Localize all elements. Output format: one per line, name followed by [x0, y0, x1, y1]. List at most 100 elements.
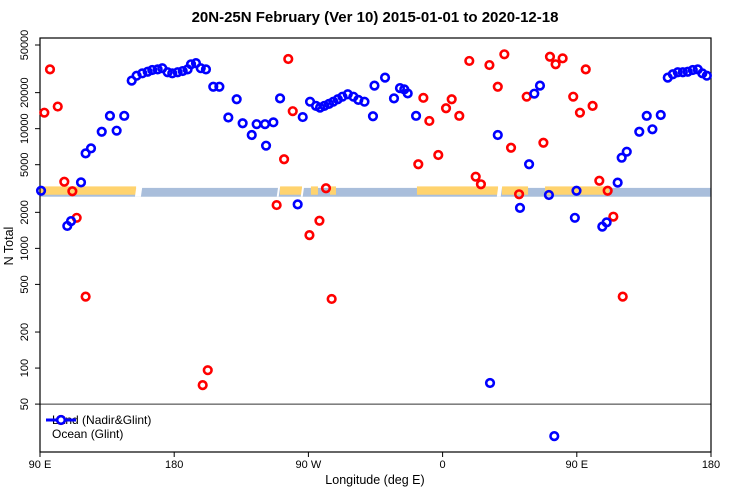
point-land [446, 94, 457, 105]
point-ocean [185, 59, 197, 70]
point-ocean [96, 126, 107, 137]
point-ocean [616, 152, 627, 163]
point-ocean [534, 80, 546, 91]
point-land [59, 176, 70, 187]
band-orange-segment [416, 186, 499, 195]
point-ocean [195, 63, 206, 74]
point-ocean [167, 68, 178, 79]
point-ocean [388, 93, 400, 104]
point-ocean [35, 185, 47, 196]
point-land [538, 137, 549, 148]
point-ocean [369, 80, 380, 91]
legend-marker-ocean-icon [46, 414, 76, 426]
point-ocean [75, 177, 87, 188]
y-tick-label: 20000 [19, 77, 31, 108]
legend-label-ocean: Ocean (Glint) [52, 427, 124, 441]
band-gap [300, 185, 305, 197]
point-land [475, 179, 487, 190]
point-ocean [492, 129, 503, 141]
point-ocean [549, 431, 560, 442]
point-land [608, 211, 619, 222]
point-ocean [260, 140, 272, 151]
point-ocean [200, 64, 212, 75]
point-land [314, 215, 325, 226]
point-land [326, 293, 337, 305]
y-tick-label: 100 [19, 359, 31, 377]
point-land [550, 59, 561, 70]
point-ocean [172, 67, 183, 78]
point-ocean [65, 215, 77, 227]
point-land [557, 53, 568, 64]
point-land [271, 199, 282, 211]
point-ocean [655, 109, 666, 121]
band-orange-segment [40, 186, 137, 195]
point-land [568, 91, 579, 102]
point-land [544, 51, 556, 62]
point-land [617, 291, 628, 302]
point-ocean [359, 96, 370, 107]
point-ocean [177, 65, 188, 77]
point-land [197, 380, 208, 391]
point-ocean [682, 66, 693, 77]
point-ocean [246, 129, 257, 141]
legend-label-land: Land (Nadir&Glint) [52, 413, 152, 427]
y-tick-label: 5000 [19, 152, 31, 176]
y-tick-label: 10000 [19, 113, 31, 144]
point-ocean [701, 70, 712, 81]
point-ocean [612, 177, 623, 188]
point-ocean [208, 81, 219, 92]
point-ocean [634, 126, 645, 137]
band-base [40, 187, 711, 197]
point-ocean [484, 377, 496, 389]
point-land [499, 49, 510, 60]
point-ocean [529, 88, 540, 99]
point-ocean [410, 110, 422, 121]
point-land [67, 186, 78, 197]
point-land [470, 171, 481, 182]
point-land [44, 64, 56, 75]
point-land [587, 100, 598, 111]
point-land [464, 55, 475, 67]
band-gap [496, 185, 503, 197]
band-orange-segment [501, 186, 529, 195]
x-tick-label: 90 E [565, 459, 588, 471]
point-land [440, 103, 452, 114]
point-ocean [214, 81, 225, 92]
point-ocean [297, 111, 308, 123]
point-ocean [514, 202, 526, 213]
legend-entry-ocean: Ocean (Glint) [44, 414, 151, 441]
point-land [484, 59, 495, 71]
point-ocean [621, 146, 632, 157]
point-land [492, 81, 503, 92]
point-land [580, 64, 591, 75]
point-ocean [237, 118, 248, 129]
x-tick-label: 90 E [29, 459, 52, 471]
point-land [304, 230, 315, 241]
point-ocean [641, 110, 652, 121]
y-tick-label: 500 [19, 275, 31, 293]
point-ocean [268, 117, 279, 128]
point-land [454, 110, 465, 121]
point-ocean [223, 112, 234, 123]
point-ocean [367, 111, 379, 122]
point-ocean [402, 88, 413, 99]
point-land [413, 159, 424, 170]
x-tick-label: 180 [702, 459, 720, 471]
point-land [287, 106, 298, 117]
plot-box [39, 37, 712, 453]
point-land [513, 189, 525, 200]
point-ocean [647, 124, 658, 135]
point-ocean [231, 94, 242, 105]
y-tick-label: 50 [19, 398, 31, 410]
point-ocean [119, 110, 130, 121]
y-tick-label: 50000 [19, 30, 31, 61]
band-orange-segment [330, 186, 336, 195]
point-ocean [162, 67, 173, 78]
band-orange-segment [545, 186, 610, 195]
band-gap [276, 185, 281, 197]
point-land [424, 115, 435, 127]
point-ocean [147, 64, 158, 76]
point-ocean [571, 185, 582, 196]
point-ocean [687, 64, 698, 76]
